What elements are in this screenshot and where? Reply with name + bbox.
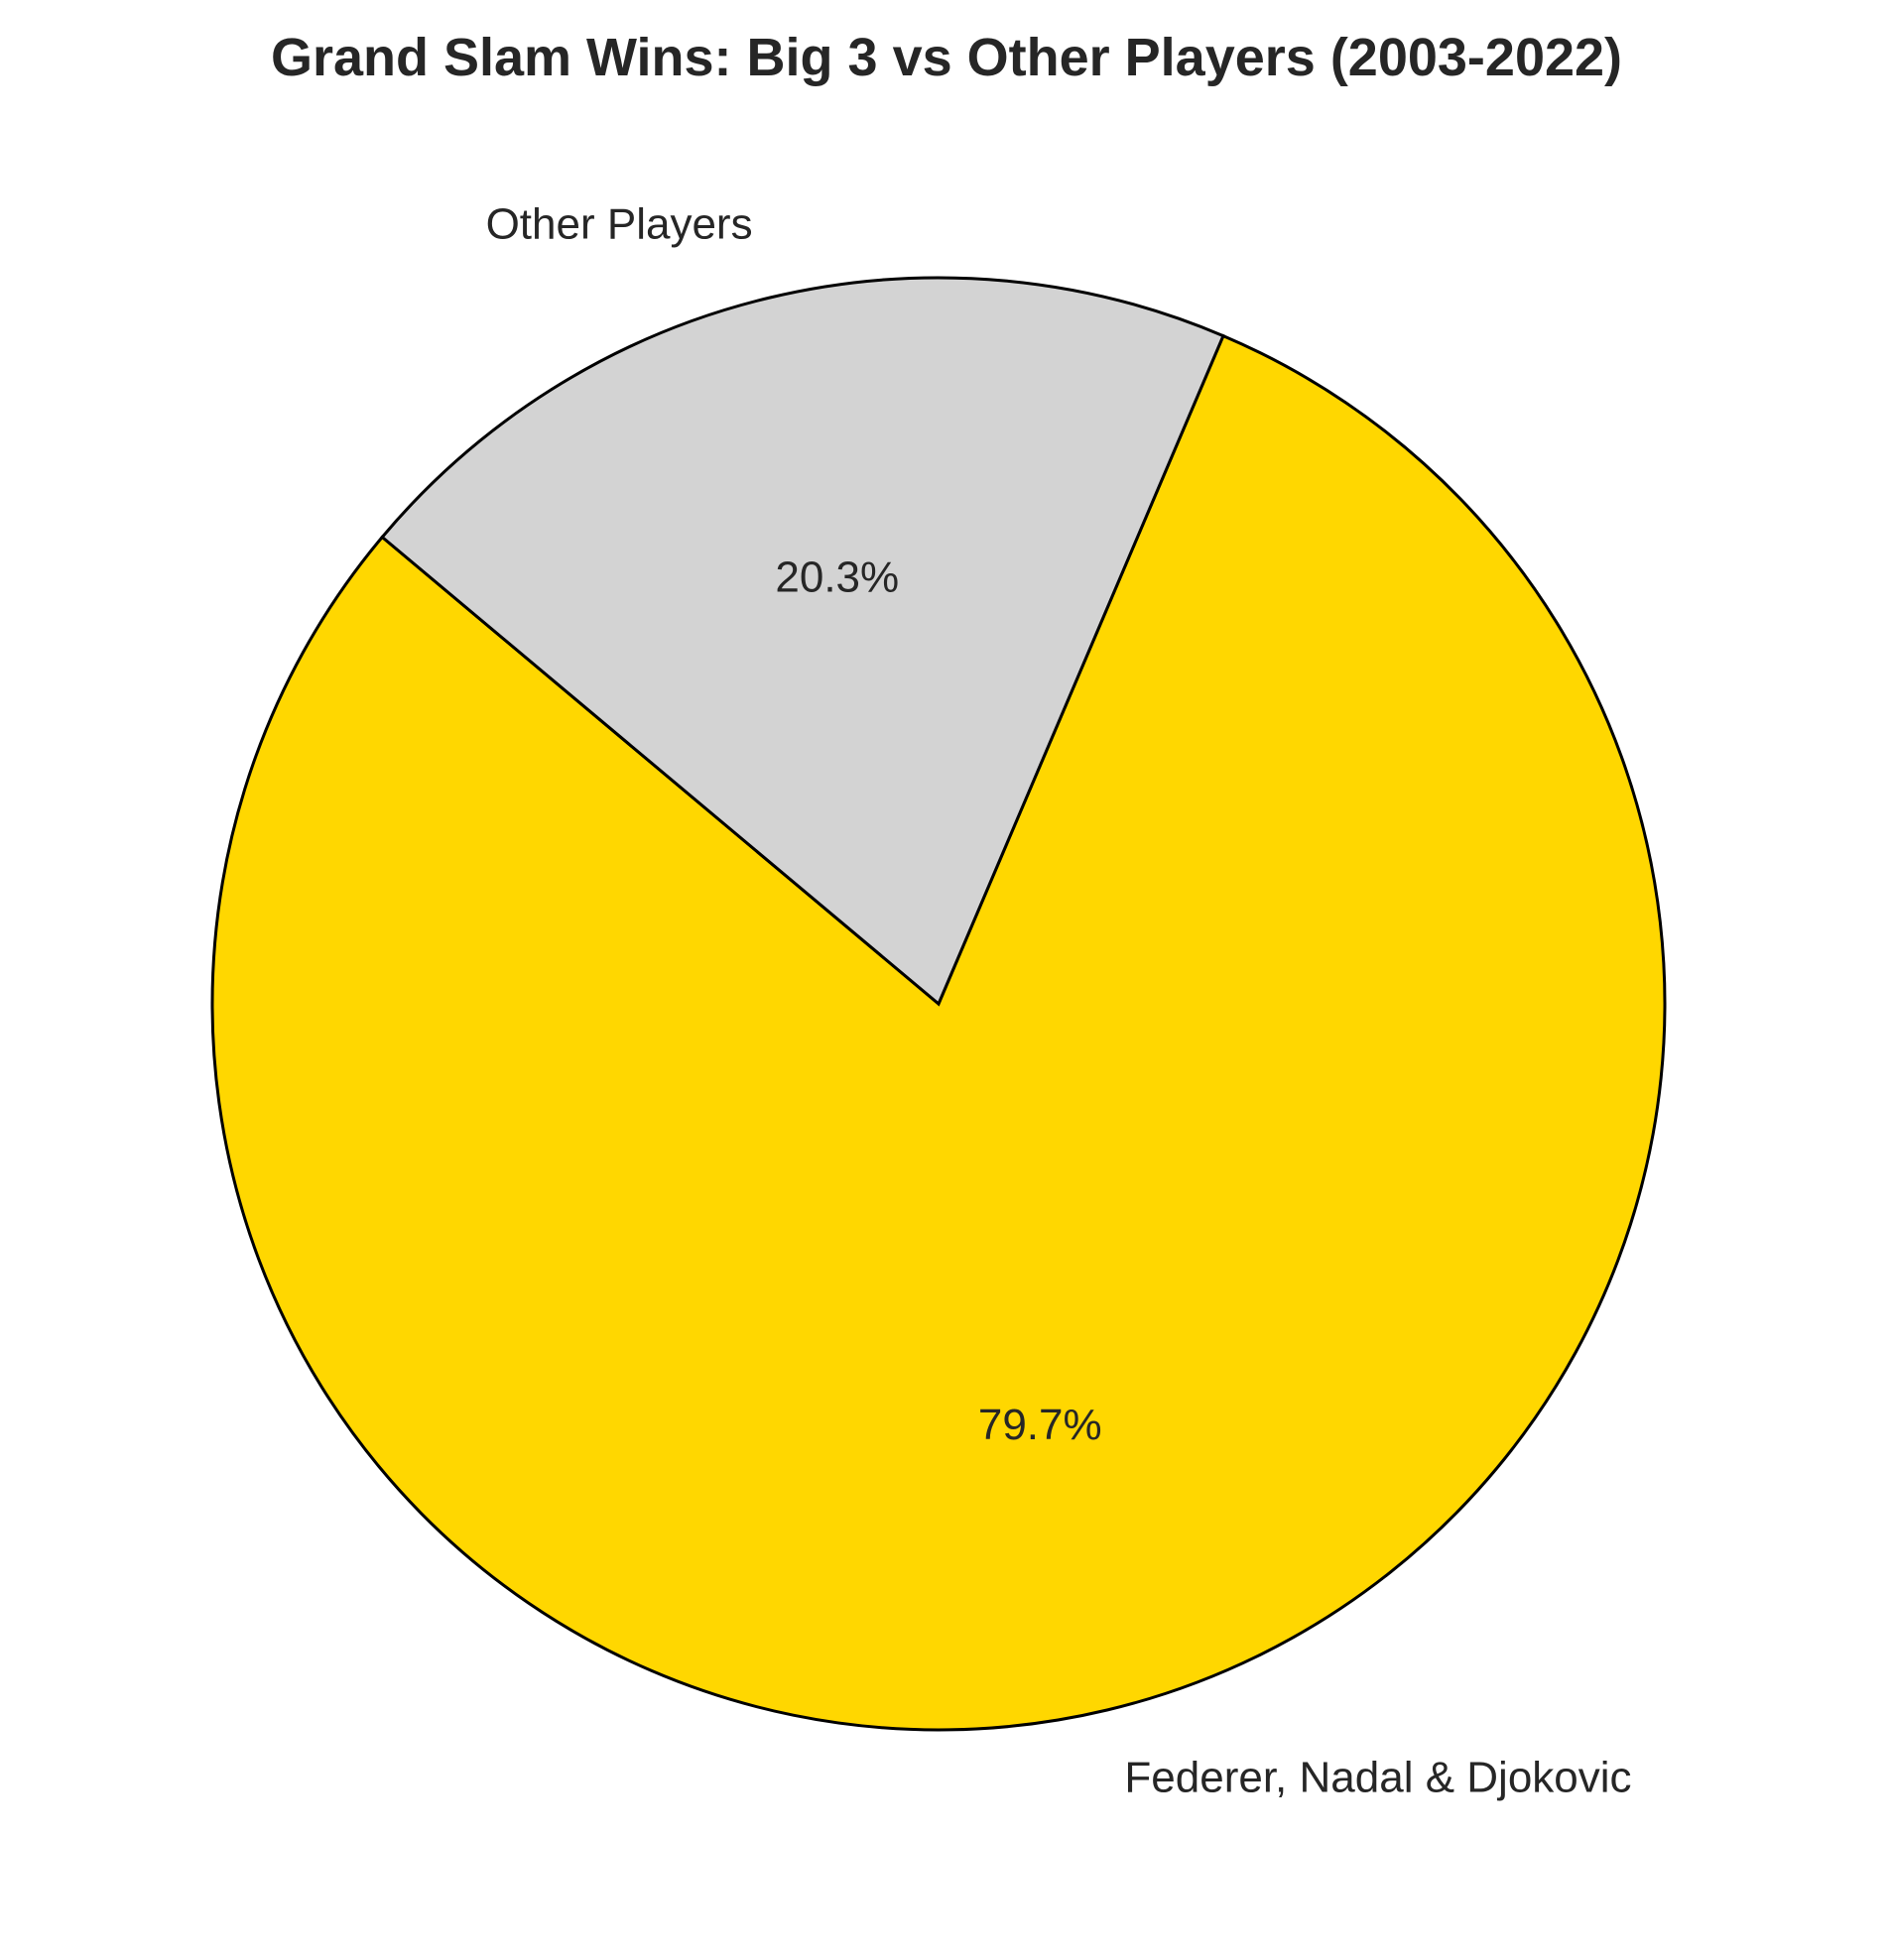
pie-slice-0 <box>210 333 1667 1732</box>
pie-slice-1 <box>380 276 1225 1007</box>
slice-label-1: Other Players <box>486 200 753 249</box>
pie-slices <box>210 276 1667 1732</box>
slice-percent-1: 20.3% <box>775 552 899 601</box>
slice-label-0: Federer, Nadal & Djokovic <box>1124 1754 1631 1802</box>
pie-labels: Federer, Nadal & Djokovic 79.7% Other Play… <box>486 200 1632 1802</box>
slice-percent-0: 79.7% <box>978 1401 1102 1449</box>
chart-title: Grand Slam Wins: Big 3 vs Other Players … <box>271 28 1622 87</box>
